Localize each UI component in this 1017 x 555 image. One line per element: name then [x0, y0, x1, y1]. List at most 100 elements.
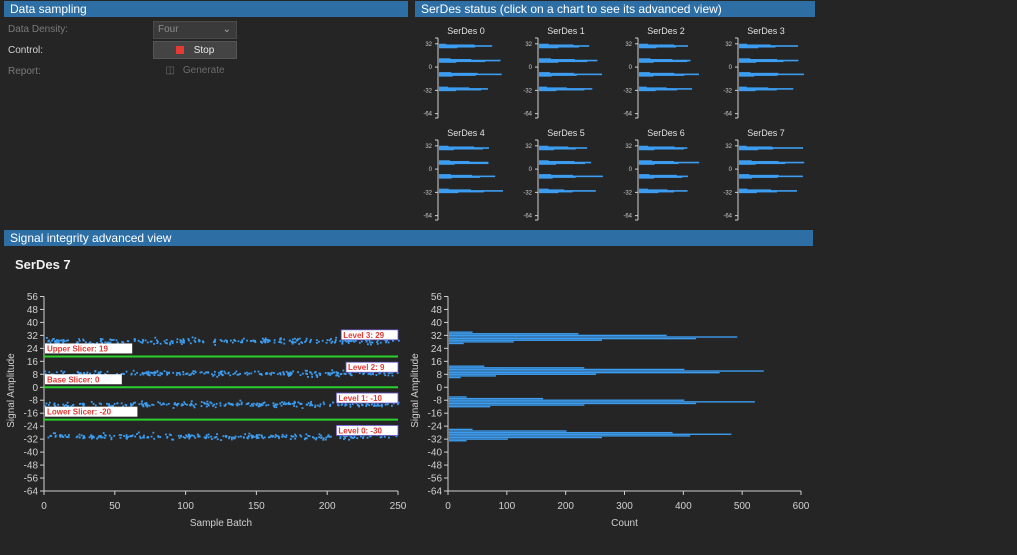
- sample-point: [277, 435, 280, 438]
- generate-button[interactable]: ◫ Generate: [153, 62, 237, 80]
- sample-point: [82, 436, 85, 439]
- sample-point: [256, 434, 258, 436]
- sample-point: [152, 371, 155, 374]
- sample-point: [245, 403, 248, 406]
- sample-point: [204, 402, 206, 405]
- sample-point: [229, 403, 232, 406]
- sample-point: [82, 405, 85, 407]
- sample-point: [242, 436, 245, 439]
- sample-point: [367, 373, 370, 375]
- sample-point: [72, 403, 75, 406]
- sample-point: [184, 403, 187, 405]
- sample-point: [142, 404, 144, 407]
- sample-point: [63, 340, 66, 343]
- mini-histogram-bar: [639, 162, 679, 165]
- sample-point: [298, 343, 301, 345]
- serdes-mini-chart[interactable]: SerDes 3 32 0 -32 -64: [723, 26, 804, 119]
- level-label: Level 2: 9: [348, 363, 385, 372]
- y-tick-label: -8: [29, 396, 38, 407]
- serdes-mini-chart[interactable]: SerDes 6 32 0 -32 -64: [623, 128, 700, 221]
- mini-histogram-bar: [639, 60, 688, 63]
- sample-point: [209, 401, 212, 404]
- sample-point: [92, 403, 95, 405]
- serdes-mini-chart[interactable]: SerDes 5 32 0 -32 -64: [523, 128, 603, 221]
- sample-point: [210, 438, 213, 440]
- sample-point: [159, 436, 162, 438]
- sample-point: [79, 402, 82, 405]
- mini-y-tick-label: -64: [723, 112, 732, 118]
- mini-histogram-bar: [439, 46, 458, 49]
- sample-point: [257, 436, 260, 439]
- serdes-mini-chart[interactable]: SerDes 1 32 0 -32 -64: [523, 26, 603, 119]
- sample-point: [252, 339, 255, 342]
- sample-point: [227, 372, 230, 375]
- serdes-mini-chart[interactable]: SerDes 4 32 0 -32 -64: [423, 128, 504, 221]
- sample-point: [89, 341, 92, 344]
- sample-point: [165, 338, 168, 341]
- mini-histogram-bar: [539, 74, 577, 76]
- sample-point: [189, 404, 192, 407]
- sample-point: [112, 404, 115, 407]
- y-tick-label: 32: [27, 331, 39, 342]
- sample-point: [362, 373, 365, 376]
- sample-point: [337, 372, 339, 374]
- serdes-mini-chart[interactable]: SerDes 0 32 0 -32 -64: [423, 26, 502, 119]
- level-label: Level 1: -10: [338, 394, 382, 403]
- sample-point: [106, 341, 109, 344]
- sample-point: [86, 371, 89, 374]
- sample-point: [132, 402, 135, 405]
- sample-point: [126, 340, 129, 342]
- sample-point: [294, 341, 297, 344]
- serdes-mini-title: SerDes 5: [547, 128, 585, 138]
- histogram-bar: [449, 336, 738, 338]
- sample-point: [202, 340, 204, 343]
- serdes-mini-chart[interactable]: SerDes 7 32 0 -32 -64: [723, 128, 805, 221]
- sample-point: [216, 433, 218, 436]
- serdes-mini-chart[interactable]: SerDes 2 32 0 -32 -64: [623, 26, 699, 119]
- sample-point: [147, 436, 150, 439]
- sample-point: [131, 434, 133, 437]
- sample-point: [366, 403, 369, 406]
- sample-point: [156, 370, 159, 373]
- sample-point: [101, 341, 103, 344]
- mini-histogram-bar: [639, 89, 656, 92]
- sample-point: [134, 338, 136, 341]
- sample-point: [192, 370, 195, 373]
- sample-point: [309, 371, 312, 374]
- sample-point: [246, 339, 248, 342]
- sample-point: [328, 435, 331, 438]
- sample-point: [144, 403, 147, 406]
- sample-point: [130, 435, 132, 438]
- y-axis-title: Signal Amplitude: [6, 353, 17, 428]
- sample-point: [263, 338, 266, 341]
- sample-point: [147, 371, 150, 374]
- sample-point: [216, 438, 219, 441]
- sample-point: [167, 402, 170, 405]
- sample-point: [311, 373, 313, 376]
- mini-histogram-bar: [739, 46, 759, 49]
- sample-point: [47, 340, 50, 343]
- sample-point: [142, 340, 145, 343]
- data-density-dropdown[interactable]: Four ⌄: [153, 21, 237, 39]
- sample-point: [256, 437, 258, 440]
- x-tick-label: 0: [41, 501, 47, 512]
- sample-point: [275, 406, 278, 409]
- mini-y-tick-label: 32: [425, 144, 432, 150]
- x-tick-label: 0: [445, 501, 451, 512]
- stop-button[interactable]: Stop: [153, 41, 237, 59]
- sample-point: [214, 436, 217, 439]
- sample-point: [90, 434, 92, 437]
- sample-point: [236, 402, 239, 405]
- slicer-label-box: [45, 406, 138, 417]
- sample-point: [157, 435, 160, 437]
- sample-point: [84, 341, 87, 344]
- sample-point: [290, 435, 293, 437]
- x-tick-label: 300: [616, 501, 633, 512]
- sample-point: [280, 341, 283, 344]
- sample-point: [293, 402, 296, 405]
- sample-point: [172, 438, 175, 441]
- sample-point: [154, 372, 157, 375]
- sample-point: [283, 435, 286, 438]
